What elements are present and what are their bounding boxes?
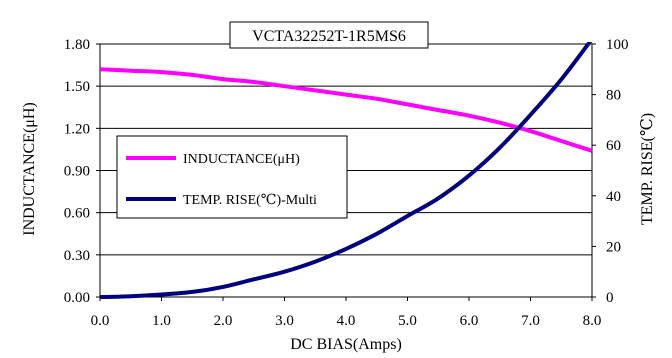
x-tick-label: 4.0: [337, 313, 356, 329]
title-border: [229, 21, 429, 49]
y-right-tick-label: 60: [606, 138, 621, 154]
x-tick-label: 2.0: [214, 313, 233, 329]
y-left-tick-label: 1.20: [64, 121, 90, 137]
x-tick-label: 8.0: [583, 313, 602, 329]
y-left-tick-labels: 0.00 0.30 0.60 0.90 1.20 1.50 1.80: [64, 37, 100, 306]
y-left-tick-label: 0.00: [64, 290, 90, 306]
y-right-tick-label: 20: [606, 239, 621, 255]
y-right-tick-label: 80: [606, 88, 621, 104]
y-left-axis-label: INDUCTANCE(μH): [21, 102, 38, 236]
temp-rise-line: [100, 42, 592, 299]
legend-label-temp-rise: TEMP. RISE(℃)-Multi: [183, 193, 317, 208]
x-tick-labels: 0.0 1.0 2.0 3.0 4.0 5.0 6.0 7.0 8.0: [91, 297, 602, 329]
legend-box: [116, 135, 348, 219]
chart-title: VCTA32252T-1R5MS6: [252, 28, 406, 45]
y-left-tick-label: 1.80: [64, 37, 90, 53]
y-left-tick-label: 0.90: [64, 164, 90, 180]
y-left-tick-label: 0.60: [64, 206, 90, 222]
x-tick-label: 3.0: [275, 313, 294, 329]
inductance-line: [100, 67, 592, 153]
y-right-tick-labels: 0 20 40 60 80 100: [592, 37, 629, 306]
x-tick-label: 6.0: [460, 313, 479, 329]
series-lines: [100, 42, 592, 299]
x-tick-label: 1.0: [152, 313, 171, 329]
chart-title-box: VCTA32252T-1R5MS6: [229, 21, 429, 49]
y-left-tick-label: 1.50: [64, 79, 90, 95]
x-tick-label: 7.0: [521, 313, 540, 329]
y-right-tick-label: 100: [606, 37, 629, 53]
y-right-axis-label: TEMP. RISE(℃): [639, 113, 656, 225]
y-right-tick-label: 40: [606, 189, 621, 205]
y-left-tick-label: 0.30: [64, 248, 90, 264]
y-right-tick-label: 0: [606, 290, 614, 306]
x-axis-label: DC BIAS(Amps): [290, 336, 402, 353]
x-tick-label: 5.0: [398, 313, 417, 329]
x-tick-label: 0.0: [91, 313, 110, 329]
legend-label-inductance: INDUCTANCE(μH): [183, 152, 300, 167]
legend: INDUCTANCE(μH) TEMP. RISE(℃)-Multi: [116, 135, 348, 219]
